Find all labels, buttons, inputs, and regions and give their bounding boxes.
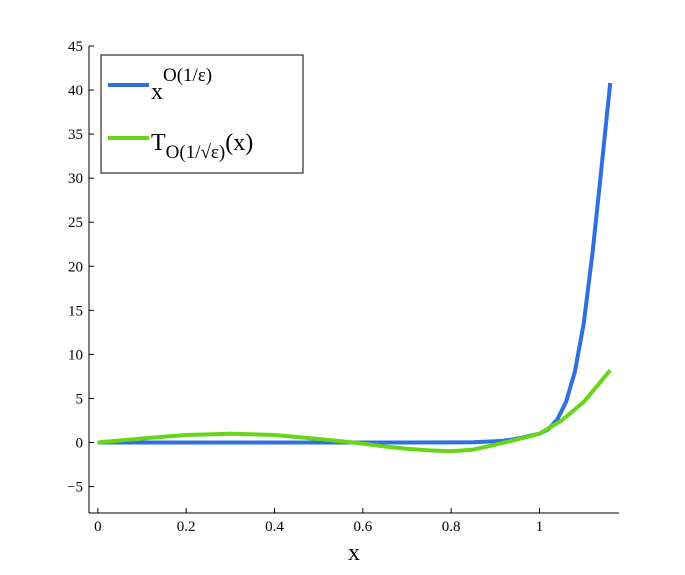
x-tick-label: 0.8 — [442, 519, 461, 535]
legend-label-series-0: xO(1/ε) — [151, 65, 212, 105]
x-tick-label: 0.2 — [177, 519, 196, 535]
x-tick-label: 0.4 — [265, 519, 284, 535]
legend-label-series-0-sup: O(1/ε) — [163, 65, 212, 86]
x-tick-label: 0 — [94, 519, 102, 535]
legend-label-series-1: TO(1/√ε)(x) — [151, 130, 253, 163]
y-tick-label: 30 — [68, 171, 83, 187]
legend: xO(1/ε) TO(1/√ε)(x) — [100, 54, 304, 174]
y-tick-label: 5 — [76, 391, 84, 407]
y-tick-label: 45 — [68, 39, 83, 55]
series-line-1 — [97, 369, 612, 454]
x-tick-label: 0.6 — [353, 519, 372, 535]
legend-label-series-1-base: T — [151, 130, 166, 156]
x-axis-label: x — [348, 540, 360, 566]
y-tick-label: 35 — [68, 127, 83, 143]
legend-label-series-0-base: x — [151, 79, 163, 105]
y-tick-label: 40 — [68, 83, 83, 99]
legend-box — [100, 54, 304, 174]
x-tick-label: 1 — [536, 519, 544, 535]
y-tick-label: −5 — [67, 480, 83, 496]
y-tick-label: 10 — [68, 347, 83, 363]
y-tick-label: 15 — [68, 303, 83, 319]
axes-layer: −5 0 5 10 15 20 25 30 35 40 45 0 0.2 0.4 0.6 0.8 1 — [67, 39, 619, 535]
legend-label-series-1-sub: O(1/√ε) — [166, 142, 226, 163]
y-tick-label: 25 — [68, 215, 83, 231]
y-tick-label: 0 — [76, 436, 84, 452]
y-tick-label: 20 — [68, 259, 83, 275]
series-layer — [97, 82, 613, 454]
legend-label-series-1-tail: (x) — [225, 130, 253, 156]
